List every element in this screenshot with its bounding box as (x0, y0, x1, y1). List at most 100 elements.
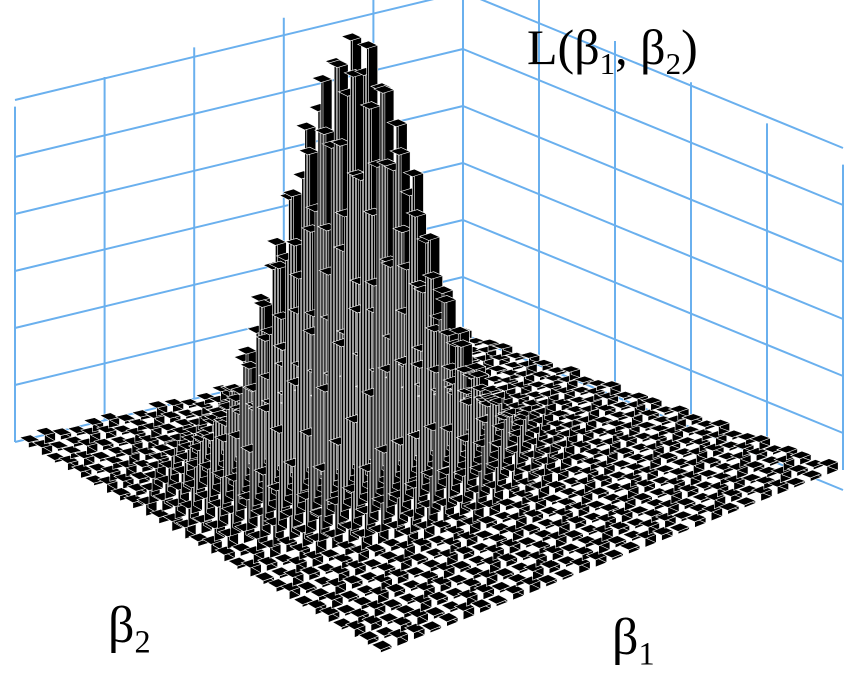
bar-top (473, 583, 496, 594)
bar (536, 574, 558, 588)
bar-top (162, 512, 184, 522)
bar-top (598, 502, 621, 512)
bar-top (590, 473, 613, 482)
bar-top (637, 408, 660, 417)
bar (470, 598, 492, 614)
bar-top (318, 548, 341, 559)
bar (503, 584, 525, 601)
bar-top (587, 486, 610, 496)
bar-top (82, 417, 105, 426)
bar (384, 582, 407, 599)
bar (575, 535, 598, 549)
bar-top (667, 404, 690, 413)
bar-top (666, 467, 689, 476)
bar-top (448, 326, 471, 335)
bar-top (371, 639, 393, 651)
bar-top (628, 505, 650, 515)
bar-top (541, 493, 564, 503)
bar (559, 365, 582, 382)
bar-top (374, 561, 397, 572)
bar (631, 492, 654, 506)
bar (410, 537, 433, 553)
bar-top (191, 514, 214, 524)
bar (420, 620, 443, 634)
bar (635, 529, 658, 548)
bar-top (460, 577, 482, 587)
grid-line (462, 276, 844, 434)
bar-top (591, 415, 614, 424)
bar-top (681, 413, 704, 422)
bar-top (635, 421, 658, 429)
bar-top (464, 362, 487, 371)
bar-top (407, 552, 430, 562)
x-axis-label: β1 (612, 609, 655, 672)
bar-top (357, 630, 380, 641)
bar-top (671, 510, 694, 520)
bar (544, 479, 567, 494)
bar (539, 559, 562, 575)
bar (361, 614, 383, 632)
bar (720, 487, 743, 503)
bar-top (305, 598, 328, 609)
bar (483, 543, 505, 561)
grid-line (479, 0, 844, 149)
bar-top (402, 168, 425, 178)
bar (590, 473, 613, 488)
bar (341, 574, 364, 590)
bar-top (627, 391, 650, 400)
bar-top (800, 469, 823, 479)
bar (816, 458, 840, 476)
bar-top (734, 496, 757, 506)
bar-top (256, 556, 279, 566)
bar-top (152, 492, 174, 502)
bar (789, 450, 812, 466)
bar (256, 555, 279, 572)
bar (667, 404, 690, 421)
bar-top (201, 535, 223, 545)
bar (800, 469, 823, 482)
bar-top (294, 121, 317, 131)
bar (299, 565, 321, 581)
bar-top (580, 456, 603, 465)
bar (296, 580, 318, 595)
bar-top (562, 529, 585, 539)
bar-top (544, 480, 567, 489)
y-axis-label: β2 (108, 597, 151, 660)
bar-top (696, 469, 719, 478)
bar-top (340, 32, 363, 42)
bar (602, 548, 625, 561)
bar (318, 605, 341, 623)
bar (613, 446, 636, 460)
grid-line (462, 219, 844, 377)
bar (214, 545, 236, 563)
bar (74, 450, 96, 467)
bar-top (470, 598, 492, 609)
bar (708, 418, 731, 436)
bar-top (789, 450, 812, 460)
bar-top (467, 370, 490, 379)
bar (338, 589, 361, 604)
bar (565, 514, 588, 530)
bar (552, 568, 575, 581)
bar (637, 408, 660, 422)
bar (473, 583, 496, 601)
grid-line (14, 0, 435, 101)
bar (387, 567, 410, 585)
bar (584, 499, 607, 512)
bar-top (125, 427, 147, 436)
bar-top (47, 440, 70, 450)
bar (450, 560, 472, 574)
bar-top (335, 540, 357, 550)
bar (608, 520, 631, 536)
bar-top (516, 536, 538, 546)
bar-top (496, 552, 519, 562)
bar-top (405, 209, 428, 218)
bar (746, 447, 769, 462)
bar (453, 545, 476, 561)
bar-top (749, 434, 772, 443)
bar (786, 464, 809, 477)
bar-top (119, 447, 141, 456)
bar-top (146, 400, 169, 409)
bar-top (189, 409, 211, 417)
bar (749, 434, 772, 451)
